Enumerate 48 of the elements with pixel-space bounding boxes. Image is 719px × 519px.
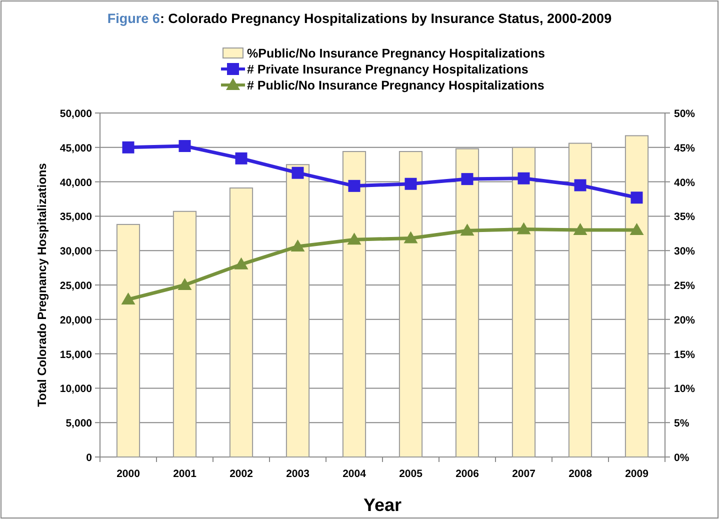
bar <box>286 164 310 458</box>
y2-tick-label: 45% <box>674 142 696 154</box>
x-tick-label: 2006 <box>456 468 480 480</box>
y2-tick-label: 0% <box>674 452 690 464</box>
y-tick-label: 10,000 <box>60 383 92 396</box>
y2-tick-label: 35% <box>674 211 696 224</box>
legend-label: %Public/No Insurance Pregnancy Hospitalizations <box>247 46 546 60</box>
y-tick-label: 15,000 <box>60 348 92 361</box>
x-tick-label: 2005 <box>399 468 423 480</box>
y2-tick-label: 50% <box>674 108 696 120</box>
y2-tick-label: 5% <box>674 418 690 430</box>
x-tick-label: 2001 <box>173 468 197 480</box>
y-tick-label: 40,000 <box>60 176 92 189</box>
y-tick-label: 5,000 <box>66 418 92 430</box>
y2-tick-label: 10% <box>674 383 696 396</box>
x-tick-label: 2004 <box>342 468 366 480</box>
x-tick-label: 2002 <box>230 468 254 480</box>
x-tick-label: 2003 <box>286 468 310 480</box>
y2-tick-label: 20% <box>674 314 696 326</box>
y-tick-label: 50,000 <box>60 108 92 120</box>
bar <box>229 187 254 458</box>
x-tick-label: 2009 <box>625 468 649 480</box>
x-axis-title: Year <box>363 495 402 515</box>
y-tick-label: 35,000 <box>60 211 92 224</box>
y-tick-label: 45,000 <box>60 142 92 154</box>
y-axis-title: Total Colorado Pregnancy Hospitalizations <box>35 162 49 407</box>
x-tick-label: 2008 <box>568 468 592 480</box>
bar <box>342 151 366 458</box>
y-tick-label: 20,000 <box>60 314 92 326</box>
x-tick-label: 2000 <box>116 468 140 480</box>
y2-tick-label: 25% <box>674 280 696 292</box>
bar <box>172 210 197 458</box>
x-tick-label: 2007 <box>512 468 536 480</box>
y-tick-label: 25,000 <box>60 280 92 292</box>
bar <box>455 148 480 458</box>
bar <box>624 135 649 458</box>
chart-title: Figure 6: Colorado Pregnancy Hospitalizations by Insurance Status, 2000-2009 <box>107 11 612 26</box>
bar <box>398 151 423 458</box>
legend-label: # Public/No Insurance Pregnancy Hospitalizations <box>247 78 544 92</box>
bar <box>512 146 536 458</box>
legend-label: # Private Insurance Pregnancy Hospitalizations <box>247 62 528 76</box>
bar <box>568 142 592 458</box>
y-tick-label: 30,000 <box>60 246 92 258</box>
y2-tick-label: 30% <box>674 246 696 258</box>
y-tick-label: 0 <box>86 452 92 464</box>
bar <box>116 224 140 458</box>
y2-tick-label: 40% <box>674 176 696 189</box>
y2-tick-label: 15% <box>674 348 696 361</box>
